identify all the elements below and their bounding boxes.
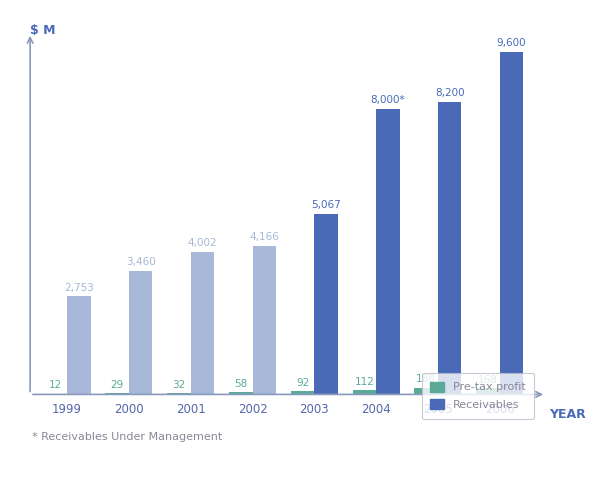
Text: 92: 92 bbox=[296, 378, 309, 387]
Text: 58: 58 bbox=[234, 379, 247, 389]
Text: 4,002: 4,002 bbox=[188, 238, 217, 248]
Text: 8,000*: 8,000* bbox=[371, 95, 405, 105]
Text: 4,166: 4,166 bbox=[250, 232, 279, 242]
Bar bbox=[167, 393, 191, 395]
Text: $ M: $ M bbox=[30, 24, 56, 36]
Bar bbox=[376, 109, 400, 395]
Bar bbox=[415, 388, 438, 395]
Bar bbox=[353, 390, 376, 395]
Text: 32: 32 bbox=[172, 380, 185, 390]
Text: 5,067: 5,067 bbox=[311, 200, 341, 210]
Text: 3,460: 3,460 bbox=[126, 258, 155, 267]
Bar bbox=[476, 388, 500, 395]
Text: 12: 12 bbox=[49, 381, 62, 390]
Bar bbox=[314, 214, 338, 395]
Bar bbox=[500, 52, 523, 395]
Text: 8,200: 8,200 bbox=[435, 88, 464, 98]
Text: YEAR: YEAR bbox=[549, 408, 586, 420]
Text: 112: 112 bbox=[355, 377, 374, 387]
Bar bbox=[438, 102, 461, 395]
Text: 29: 29 bbox=[110, 380, 124, 390]
Bar bbox=[191, 252, 214, 395]
Text: 168: 168 bbox=[478, 375, 498, 385]
Bar bbox=[253, 246, 276, 395]
Text: 2,753: 2,753 bbox=[64, 283, 94, 293]
Legend: Pre-tax profit, Receivables: Pre-tax profit, Receivables bbox=[422, 373, 534, 419]
Bar bbox=[106, 393, 129, 395]
Bar bbox=[129, 271, 152, 395]
Bar bbox=[229, 392, 253, 395]
Text: 188: 188 bbox=[416, 374, 436, 384]
Bar bbox=[291, 391, 314, 395]
Text: * Receivables Under Management: * Receivables Under Management bbox=[32, 432, 223, 442]
Text: 9,600: 9,600 bbox=[497, 38, 526, 49]
Bar bbox=[67, 296, 91, 395]
